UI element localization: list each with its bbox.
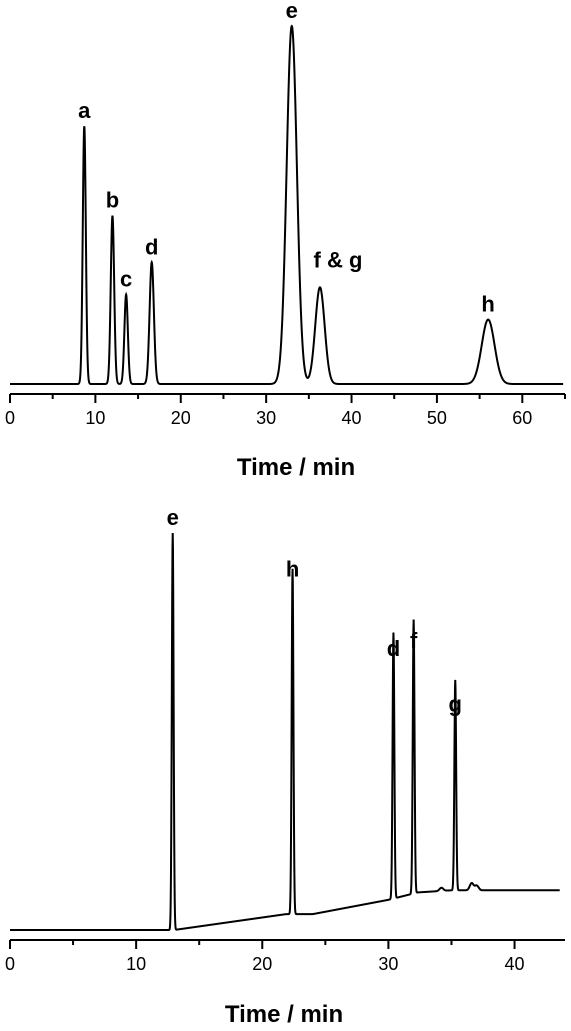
x-axis-title-top: Time / min xyxy=(237,454,355,481)
x-axis-title-bottom: Time / min xyxy=(225,1001,343,1028)
peak-label-e: e xyxy=(167,505,179,530)
peak-label-g: g xyxy=(449,692,462,717)
chromatogram-top: 0 10 20 30 40 50 60 a b cd e f & g h Time / min xyxy=(5,0,566,481)
peak-labels-top: a b cd e f & g h xyxy=(78,0,495,317)
peak-label-f: f xyxy=(410,628,418,653)
x-tick-label: 20 xyxy=(252,954,272,974)
peak-label-b: b xyxy=(106,188,119,213)
peak-label-d: d xyxy=(387,636,400,661)
peak-label-a: a xyxy=(78,98,91,123)
peak-label-fg: f & g xyxy=(314,247,363,272)
chromatogram-bottom: 0 10 20 30 40 e h d f g Time / min xyxy=(5,505,565,1028)
trace-line-bottom xyxy=(10,532,560,931)
x-tick-label: 10 xyxy=(126,954,146,974)
peak-label-h: h xyxy=(481,292,494,317)
x-tick-label: 0 xyxy=(5,954,15,974)
x-tick-label: 50 xyxy=(427,408,447,428)
peak-label-d: d xyxy=(145,234,158,259)
x-ticks-top: 0 10 20 30 40 50 60 xyxy=(5,394,566,428)
x-tick-label: 40 xyxy=(342,408,362,428)
x-tick-label: 30 xyxy=(378,954,398,974)
x-tick-label: 30 xyxy=(256,408,276,428)
peak-labels-bottom: e h d f g xyxy=(167,505,462,717)
peak-label-c: c xyxy=(120,267,132,292)
peak-label-e: e xyxy=(286,0,298,23)
x-tick-label: 0 xyxy=(5,408,15,428)
x-ticks-bottom: 0 10 20 30 40 xyxy=(5,940,525,974)
x-tick-label: 10 xyxy=(85,408,105,428)
x-tick-label: 20 xyxy=(171,408,191,428)
peak-label-h: h xyxy=(286,557,299,582)
trace-line-top xyxy=(10,24,564,385)
x-tick-label: 40 xyxy=(505,954,525,974)
x-tick-label: 60 xyxy=(512,408,532,428)
